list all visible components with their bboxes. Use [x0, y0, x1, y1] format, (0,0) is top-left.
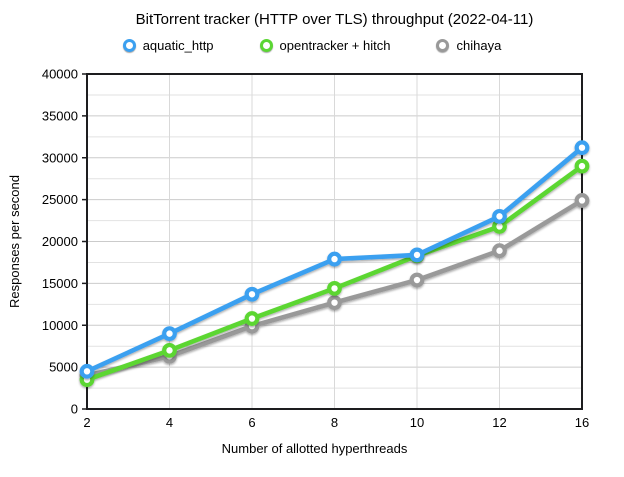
legend-marker-icon: [122, 39, 136, 52]
data-point-marker-opentracker-hitch: [327, 281, 342, 296]
legend-label: opentracker + hitch: [279, 38, 391, 53]
data-point-marker-aquatic-http: [244, 286, 260, 302]
legend-label: aquatic_http: [142, 38, 214, 53]
x-tick-label: 2: [83, 415, 90, 430]
legend-label: chihaya: [456, 38, 502, 53]
data-point-marker-chihaya: [574, 193, 590, 208]
y-tick-label: 30000: [42, 150, 78, 165]
data-point-marker-aquatic-http: [492, 208, 507, 224]
data-point-marker-opentracker-hitch: [244, 311, 260, 326]
y-tick-label: 20000: [42, 234, 78, 249]
data-point-marker-aquatic-http: [162, 326, 177, 342]
legend-marker-icon: [259, 39, 273, 52]
x-tick-label: 4: [166, 415, 173, 430]
legend-item-opentracker-hitch: opentracker + hitch: [259, 38, 391, 53]
y-axis-title: Responses per second: [7, 175, 22, 308]
data-point-marker-chihaya: [409, 272, 425, 288]
legend-marker-icon: [436, 39, 450, 52]
chart-legend: aquatic_http opentracker + hitch chihaya: [0, 38, 624, 53]
x-tick-label: 16: [575, 415, 589, 430]
data-point-marker-aquatic-http: [574, 140, 590, 156]
data-point-marker-aquatic-http: [79, 363, 95, 379]
chart-title: BitTorrent tracker (HTTP over TLS) throu…: [135, 11, 534, 28]
data-point-marker-aquatic-http: [409, 247, 425, 263]
data-point-marker-chihaya: [327, 295, 342, 311]
y-tick-label: 5000: [49, 360, 78, 375]
legend-item-chihaya: chihaya: [436, 38, 501, 53]
data-point-marker-aquatic-http: [327, 251, 342, 267]
x-axis-title: Number of allotted hyperthreads: [222, 441, 408, 456]
data-point-marker-opentracker-hitch: [574, 158, 590, 174]
y-tick-label: 0: [71, 402, 78, 417]
y-tick-label: 10000: [42, 318, 78, 333]
legend-item-aquatic-http: aquatic_http: [122, 38, 214, 53]
x-tick-label: 12: [492, 415, 506, 430]
y-tick-label: 25000: [42, 192, 78, 207]
y-tick-label: 35000: [42, 108, 78, 123]
data-point-marker-opentracker-hitch: [162, 342, 177, 358]
x-tick-label: 8: [331, 415, 338, 430]
x-tick-label: 10: [410, 415, 424, 430]
data-point-marker-chihaya: [492, 243, 507, 259]
y-tick-label: 15000: [42, 276, 78, 291]
series-aquatic-http: [79, 140, 590, 379]
y-tick-label: 40000: [42, 67, 78, 82]
x-tick-label: 6: [248, 415, 255, 430]
